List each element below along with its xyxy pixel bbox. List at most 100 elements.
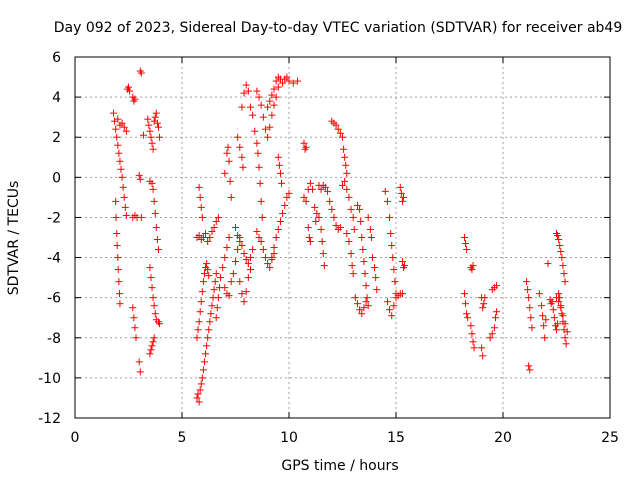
data-point <box>113 242 121 250</box>
data-point <box>210 286 218 294</box>
data-point <box>294 77 302 85</box>
data-point <box>274 153 282 161</box>
data-point <box>490 324 498 332</box>
data-point <box>114 141 122 149</box>
data-point <box>264 260 272 268</box>
data-point <box>347 250 355 258</box>
data-point <box>214 213 222 221</box>
data-point <box>114 254 122 262</box>
data-point <box>195 398 203 406</box>
data-point <box>150 197 158 205</box>
data-point <box>253 227 261 235</box>
data-point <box>285 77 293 85</box>
data-point <box>318 238 326 246</box>
data-point <box>388 312 396 320</box>
data-point <box>549 306 557 314</box>
data-point <box>112 213 120 221</box>
data-point <box>206 234 214 241</box>
data-point <box>464 314 472 322</box>
data-point <box>246 266 254 274</box>
data-point <box>249 246 257 254</box>
data-points <box>110 67 571 406</box>
data-point <box>392 294 400 302</box>
data-point <box>315 213 323 221</box>
data-point <box>242 81 250 89</box>
data-point <box>115 149 123 157</box>
data-point <box>283 193 291 201</box>
data-point <box>203 260 211 268</box>
data-point <box>196 193 204 201</box>
data-point <box>148 179 156 187</box>
data-point <box>145 121 153 129</box>
data-point <box>110 109 118 117</box>
data-point <box>268 254 276 262</box>
data-point <box>548 298 556 306</box>
data-point <box>389 254 397 262</box>
data-point <box>151 209 159 217</box>
y-tick-label: -12 <box>38 411 61 427</box>
data-point <box>249 111 257 119</box>
data-point <box>234 246 242 254</box>
data-point <box>227 278 235 286</box>
data-point <box>538 302 546 310</box>
data-point <box>193 394 201 402</box>
data-point <box>223 149 231 157</box>
data-point <box>353 201 361 209</box>
data-point <box>264 103 272 111</box>
data-point <box>198 288 206 296</box>
data-point <box>150 334 158 342</box>
data-point <box>255 234 263 241</box>
data-point <box>221 169 229 177</box>
data-point <box>221 284 229 292</box>
data-point <box>225 157 233 165</box>
data-point <box>363 294 371 302</box>
data-point <box>326 197 334 205</box>
data-point <box>563 328 571 336</box>
data-point <box>223 244 231 252</box>
data-point <box>366 225 374 233</box>
data-point <box>560 270 568 278</box>
data-point <box>468 266 476 274</box>
data-point <box>116 300 124 308</box>
data-point <box>300 139 308 147</box>
data-point <box>559 262 567 270</box>
data-point <box>244 87 252 95</box>
data-point <box>268 91 276 99</box>
data-point <box>148 342 156 350</box>
data-point <box>360 258 368 266</box>
data-point <box>524 286 532 294</box>
data-point <box>353 300 361 308</box>
data-point <box>238 242 246 250</box>
data-point <box>387 229 395 237</box>
data-point <box>125 83 132 91</box>
data-point <box>198 213 206 221</box>
data-point <box>478 344 486 352</box>
data-point <box>268 111 276 119</box>
data-point <box>199 234 207 241</box>
data-point <box>555 290 563 298</box>
x-tick-label: 25 <box>601 430 619 446</box>
data-point <box>203 342 211 350</box>
data-point <box>210 223 218 231</box>
data-point <box>526 366 534 374</box>
data-point <box>244 260 252 268</box>
data-point <box>283 73 291 81</box>
data-point <box>309 185 317 193</box>
data-point <box>149 294 157 302</box>
plot-frame <box>74 56 611 419</box>
y-tick-label: -8 <box>47 331 61 347</box>
data-point <box>361 270 369 278</box>
data-point <box>330 213 338 221</box>
axis-ticks <box>74 56 611 419</box>
data-point <box>227 193 235 201</box>
data-point <box>147 346 155 354</box>
y-tick-label: 0 <box>52 170 61 186</box>
data-point <box>204 238 212 246</box>
data-point <box>561 334 569 342</box>
data-point <box>306 238 314 246</box>
data-point <box>320 262 328 270</box>
data-point <box>112 125 120 133</box>
data-point <box>281 201 289 209</box>
x-axis-label: GPS time / hours <box>281 458 398 474</box>
data-point <box>383 298 391 306</box>
